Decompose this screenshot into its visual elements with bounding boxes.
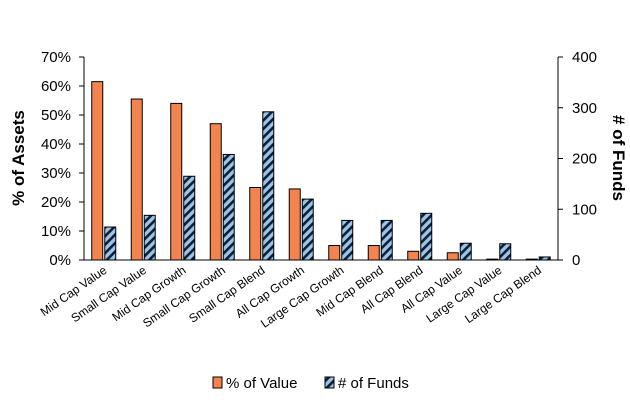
bar-value (367, 245, 380, 261)
bar-funds (341, 219, 354, 261)
bar-funds (104, 226, 117, 261)
bar-value (170, 102, 183, 261)
bar-funds (262, 111, 275, 261)
bar-funds (222, 153, 235, 261)
y2-tick-label: 300 (572, 100, 597, 117)
bar-value (288, 188, 301, 261)
bar-value (328, 245, 341, 261)
y-tick-label: 70% (41, 49, 71, 66)
legend-swatch-value (212, 376, 223, 389)
bar-value (91, 81, 104, 261)
bar-funds (380, 219, 393, 261)
y-axis-title: % of Assets (9, 110, 28, 206)
bar-funds (143, 214, 156, 261)
y-tick-label: 30% (41, 165, 71, 182)
y-tick-label: 40% (41, 136, 71, 153)
legend-swatch-funds (324, 376, 335, 389)
bar-funds (183, 175, 196, 261)
y-tick-label: 10% (41, 223, 71, 240)
plot-area: 0% 10% 20% 30% 40% 50% 60% 70% 0 100 200 300 400 Mid … (38, 49, 597, 331)
bar-value (446, 252, 459, 261)
y2-axis-title: # of Funds (609, 115, 628, 201)
bar-value (209, 123, 222, 261)
y-tick-label: 50% (41, 107, 71, 124)
bar-value (407, 250, 420, 261)
y2-tick-label: 0 (572, 252, 580, 269)
bar-funds (499, 243, 512, 261)
bar-funds (459, 242, 472, 261)
bar-funds (301, 198, 314, 261)
legend-label-value: % of Value (226, 375, 297, 392)
y2-tick-label: 400 (572, 49, 597, 66)
bar-value (249, 187, 262, 261)
legend: % of Value # of Funds (212, 375, 409, 392)
y-tick-label: 60% (41, 78, 71, 95)
y-tick-label: 0% (49, 252, 71, 269)
x-tick-label: Mid Cap Blend (313, 263, 386, 320)
bar-funds (420, 212, 433, 261)
y2-tick-label: 200 (572, 151, 597, 168)
bar-value (130, 98, 143, 261)
legend-label-funds: # of Funds (338, 375, 409, 392)
y2-tick-label: 100 (572, 201, 597, 218)
y-tick-label: 20% (41, 194, 71, 211)
